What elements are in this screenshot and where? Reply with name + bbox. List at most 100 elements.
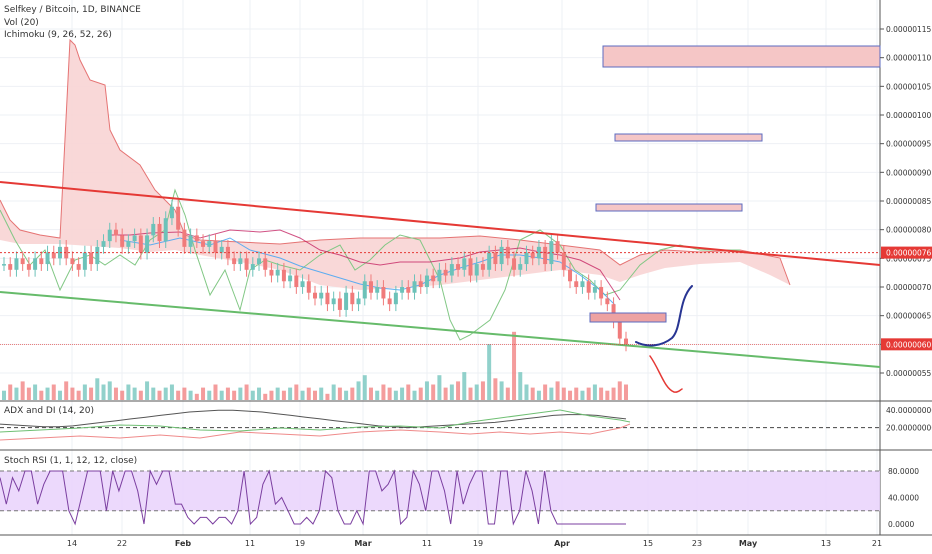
volume-bar [238, 387, 243, 400]
candle-body [368, 281, 373, 293]
candle-body [113, 229, 118, 236]
volume-bar [505, 387, 510, 400]
candle-body [101, 241, 106, 247]
cloud-fill [0, 40, 790, 290]
candle-body [213, 241, 218, 253]
candle-body [543, 246, 548, 265]
candle-body [33, 258, 38, 270]
volume-legend[interactable]: Vol (20) [4, 18, 39, 28]
candle-body [257, 258, 262, 265]
x-tick-label: 19 [473, 539, 483, 548]
adx-tick-label: 40.00000000 [886, 406, 932, 415]
candle-body [431, 275, 436, 282]
candle-body [219, 246, 224, 253]
stoch-tick-label: 80.0000 [888, 467, 919, 476]
volume-bar [33, 384, 38, 400]
volume-bar [194, 393, 199, 400]
candle-body [443, 269, 448, 276]
candle-body [530, 252, 535, 259]
candle-body [145, 235, 150, 253]
price-tag [881, 338, 932, 351]
candle-body [493, 252, 498, 265]
price-tag-label: 0.00000076 [886, 249, 932, 258]
candle-body [499, 246, 504, 265]
volume-bar [530, 387, 535, 400]
candle-body [337, 298, 342, 310]
stoch-legend[interactable]: Stoch RSI (1, 1, 12, 12, close) [4, 456, 138, 466]
candle-body [288, 275, 293, 282]
candle-body [319, 292, 324, 299]
x-tick-label: Mar [354, 539, 371, 548]
volume-bar [244, 384, 249, 400]
target-zone [595, 203, 743, 212]
candle-body [536, 246, 541, 259]
volume-bar [132, 387, 137, 400]
stoch-pane [0, 469, 880, 526]
volume-bar [362, 375, 367, 400]
x-tick-label: 15 [643, 539, 653, 548]
candle-body [400, 287, 405, 293]
target-zone [614, 133, 763, 142]
stoch-k-line [0, 469, 626, 526]
candle-body [524, 252, 529, 265]
volume-bar [487, 344, 492, 400]
candle-body [555, 241, 560, 253]
candle-body [356, 298, 361, 305]
candle-body [39, 258, 44, 265]
volume-bar [138, 390, 143, 400]
di-minus-line [0, 423, 631, 441]
candle-body [313, 292, 317, 299]
volume-bar [20, 381, 25, 400]
symbol-legend[interactable]: Selfkey / Bitcoin, 1D, BINANCE [4, 5, 141, 15]
volume-bar [568, 390, 573, 400]
ichimoku-legend[interactable]: Ichimoku (9, 26, 52, 26) [4, 30, 112, 40]
volume-bar [393, 390, 398, 400]
volume-bar [331, 384, 336, 400]
candle-body [561, 252, 566, 270]
chikou-line [0, 188, 740, 341]
candle-body [120, 235, 125, 247]
candle-body [238, 258, 243, 265]
candle-body [449, 264, 454, 276]
x-tick-label: 22 [117, 539, 127, 548]
volume-bar [337, 387, 342, 400]
volume-bar [2, 390, 6, 400]
y-tick-label: 0.00000110 [886, 54, 932, 63]
volume-bar [288, 387, 293, 400]
candle-body [306, 281, 311, 293]
volume-bar [456, 381, 461, 400]
volume-bar [250, 390, 255, 400]
candle-body [549, 241, 554, 265]
y-tick-label: 0.00000095 [886, 140, 932, 149]
volume-bar [294, 384, 299, 400]
volume-bar [57, 390, 62, 400]
volume-bar [64, 381, 69, 400]
candle-body [331, 298, 336, 305]
volume-bar [306, 387, 311, 400]
volume-bar [275, 387, 280, 400]
volume-bar [325, 393, 330, 400]
adx-legend[interactable]: ADX and DI (14, 20) [4, 406, 94, 416]
y-tick-label: 0.00000065 [886, 312, 932, 321]
volume-bar [163, 387, 168, 400]
candle-body [76, 264, 81, 270]
candle-body [269, 269, 274, 276]
y-tick-label: 0.00000090 [886, 168, 932, 177]
volume-bars [2, 331, 628, 400]
volume-bar [611, 387, 616, 400]
candle-body [418, 281, 423, 287]
candle-body [194, 235, 199, 242]
candle-body [344, 292, 349, 310]
candle-body [2, 264, 6, 266]
volume-bar [232, 390, 237, 400]
candle-body [462, 258, 467, 270]
candle-body [599, 287, 604, 299]
volume-bar [400, 387, 405, 400]
candle-body [51, 252, 56, 259]
candle-body [518, 264, 523, 270]
y-tick-label: 0.00000115 [886, 25, 932, 34]
y-tick-label: 0.00000070 [886, 283, 932, 292]
candle-body [126, 241, 131, 247]
volume-bar [89, 387, 94, 400]
volume-bar [8, 384, 13, 400]
